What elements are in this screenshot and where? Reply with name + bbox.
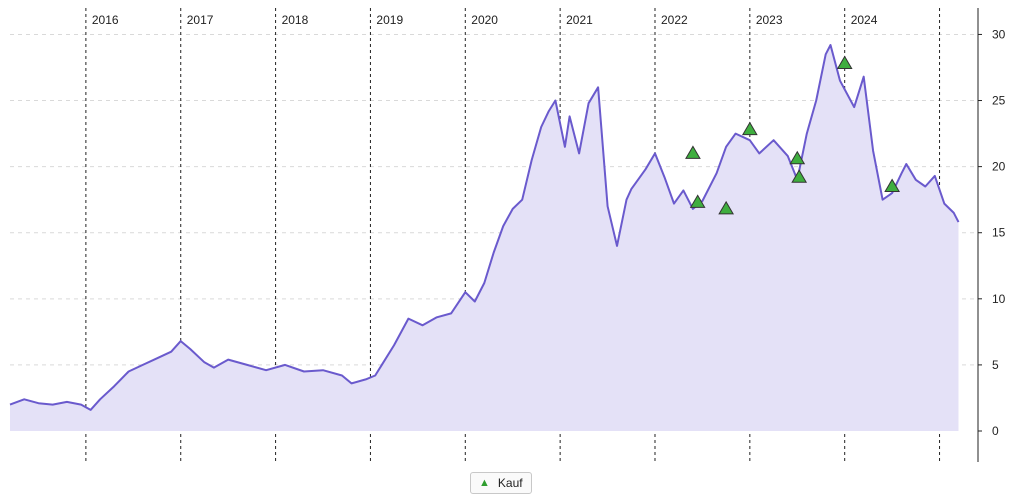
buy-marker (789, 150, 806, 165)
year-label: 2019 (376, 13, 403, 27)
y-tick-label: 30 (992, 27, 1006, 41)
y-tick-label: 0 (992, 424, 999, 438)
year-label: 2016 (92, 13, 119, 27)
y-tick-label: 5 (992, 358, 999, 372)
year-label: 2018 (282, 13, 309, 27)
buy-markers (685, 55, 900, 215)
year-label: 2020 (471, 13, 498, 27)
year-label: 2017 (187, 13, 214, 27)
buy-marker (741, 121, 758, 136)
legend-label: Kauf (497, 476, 523, 490)
price-line (9, 44, 960, 411)
area-layer (9, 44, 960, 431)
buy-marker (689, 194, 706, 208)
year-label: 2021 (566, 13, 593, 27)
buy-marker (791, 169, 808, 183)
y-tick-label: 15 (992, 226, 1006, 240)
buy-marker (718, 200, 734, 215)
buy-marker (836, 55, 853, 70)
price-area (10, 45, 959, 431)
buy-marker (884, 178, 900, 192)
buy-marker (685, 145, 701, 159)
legend[interactable]: ▲ Kauf (470, 472, 532, 494)
y-tick-label: 10 (992, 292, 1006, 306)
y-axis: 0 5 10 15 20 25 30 (977, 8, 1006, 462)
year-label: 2024 (851, 13, 878, 27)
triangle-up-icon: ▲ (479, 476, 490, 489)
year-label: 2023 (756, 13, 783, 27)
year-label: 2022 (661, 13, 688, 27)
y-tick-label: 25 (992, 94, 1006, 108)
y-tick-label: 20 (992, 160, 1006, 174)
